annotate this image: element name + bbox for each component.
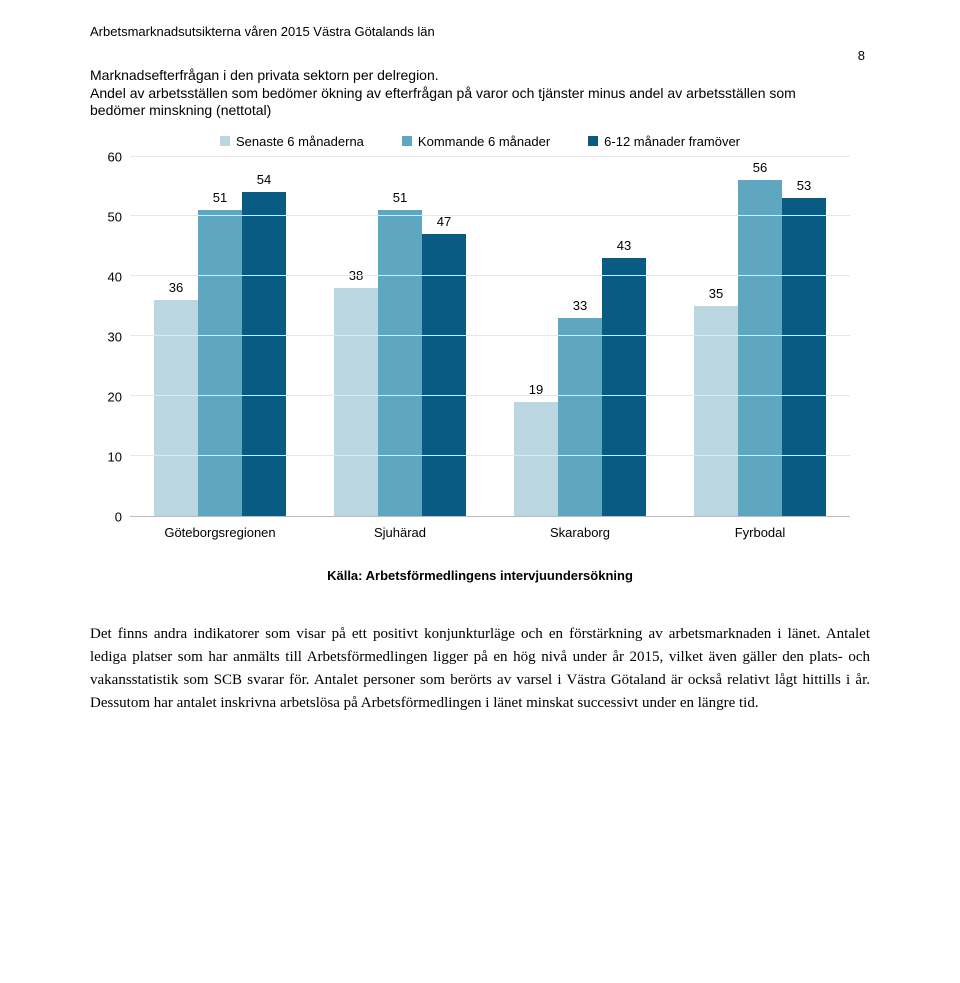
- running-header: Arbetsmarknadsutsikterna våren 2015 Väst…: [90, 24, 870, 39]
- bar: 56: [738, 180, 782, 515]
- y-tick-label: 10: [108, 449, 122, 464]
- chart-title: Marknadsefterfrågan i den privata sektor…: [90, 67, 850, 120]
- gridline: [130, 275, 850, 276]
- bar-value-label: 35: [709, 286, 723, 301]
- bar: 35: [694, 306, 738, 515]
- legend-item: 6-12 månader framöver: [588, 134, 740, 149]
- bar-group: 355653: [670, 157, 850, 516]
- bar: 36: [154, 300, 198, 515]
- y-tick-label: 20: [108, 389, 122, 404]
- bar-value-label: 53: [797, 178, 811, 193]
- bar-value-label: 33: [573, 298, 587, 313]
- legend-label: Kommande 6 månader: [418, 134, 550, 149]
- y-tick-label: 50: [108, 209, 122, 224]
- bar: 33: [558, 318, 602, 515]
- bar: 38: [334, 288, 378, 515]
- legend-swatch: [402, 136, 412, 146]
- page: Arbetsmarknadsutsikterna våren 2015 Väst…: [0, 0, 960, 791]
- page-number: 8: [858, 48, 865, 63]
- legend-swatch: [220, 136, 230, 146]
- gridline: [130, 156, 850, 157]
- gridline: [130, 335, 850, 336]
- chart-source: Källa: Arbetsförmedlingens intervjuunder…: [90, 568, 870, 583]
- bar-value-label: 56: [753, 160, 767, 175]
- x-axis-label: Sjuhärad: [310, 525, 490, 540]
- bar-group: 193343: [490, 157, 670, 516]
- bar: 43: [602, 258, 646, 515]
- gridline: [130, 455, 850, 456]
- y-tick-label: 40: [108, 269, 122, 284]
- chart-legend: Senaste 6 månaderna Kommande 6 månader 6…: [90, 134, 870, 149]
- chart-title-line2: Andel av arbetsställen som bedömer öknin…: [90, 85, 796, 119]
- legend-label: Senaste 6 månaderna: [236, 134, 364, 149]
- bar: 51: [198, 210, 242, 515]
- x-axis-label: Göteborgsregionen: [130, 525, 310, 540]
- bar-value-label: 51: [213, 190, 227, 205]
- y-axis: 0102030405060: [94, 157, 130, 517]
- y-tick-label: 0: [115, 509, 122, 524]
- bar: 51: [378, 210, 422, 515]
- bar-group: 385147: [310, 157, 490, 516]
- plot: 365154385147193343355653: [130, 157, 850, 517]
- legend-item: Senaste 6 månaderna: [220, 134, 364, 149]
- legend-item: Kommande 6 månader: [402, 134, 550, 149]
- bar: 19: [514, 402, 558, 516]
- y-tick-label: 60: [108, 149, 122, 164]
- bar-value-label: 36: [169, 280, 183, 295]
- x-axis-label: Skaraborg: [490, 525, 670, 540]
- chart-plot-area: 0102030405060 365154385147193343355653: [130, 157, 850, 517]
- gridline: [130, 215, 850, 216]
- legend-swatch: [588, 136, 598, 146]
- bar-value-label: 51: [393, 190, 407, 205]
- gridline: [130, 395, 850, 396]
- body-paragraph: Det finns andra indikatorer som visar på…: [90, 623, 870, 716]
- bar-groups: 365154385147193343355653: [130, 157, 850, 516]
- bar-value-label: 47: [437, 214, 451, 229]
- bar: 53: [782, 198, 826, 515]
- bar-value-label: 54: [257, 172, 271, 187]
- y-tick-label: 30: [108, 329, 122, 344]
- bar-group: 365154: [130, 157, 310, 516]
- bar-value-label: 43: [617, 238, 631, 253]
- x-axis-labels: GöteborgsregionenSjuhäradSkaraborgFyrbod…: [130, 525, 850, 540]
- bar: 47: [422, 234, 466, 515]
- x-axis-label: Fyrbodal: [670, 525, 850, 540]
- bar: 54: [242, 192, 286, 515]
- legend-label: 6-12 månader framöver: [604, 134, 740, 149]
- chart-title-line1: Marknadsefterfrågan i den privata sektor…: [90, 67, 439, 83]
